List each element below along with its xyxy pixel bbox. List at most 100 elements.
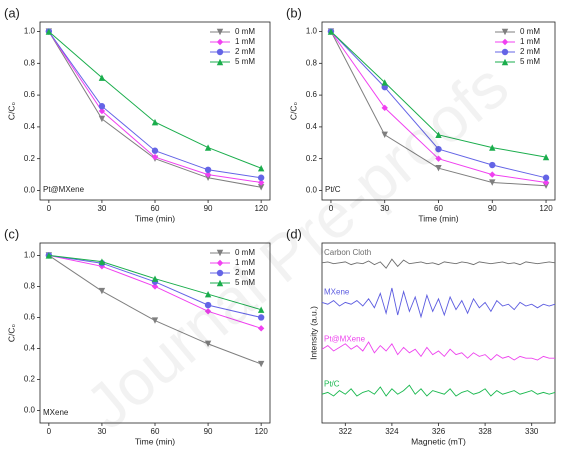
y-tick-label: 0.6	[306, 90, 318, 99]
x-axis-label: Time (min)	[135, 436, 175, 446]
marker	[98, 258, 106, 265]
x-tick-label: 30	[380, 204, 389, 213]
y-axis-label: Intensity (a.u.)	[308, 306, 318, 360]
legend-label: 2 mM	[235, 268, 255, 277]
x-axis-label: Time (min)	[135, 213, 175, 223]
legend-label: 1 mM	[235, 37, 255, 46]
legend-marker	[216, 249, 224, 257]
legend-marker	[216, 48, 224, 56]
x-tick-label: 322	[339, 427, 353, 436]
x-tick-label: 30	[97, 427, 106, 436]
legend-marker	[216, 38, 224, 46]
marker	[45, 252, 53, 259]
x-tick-label: 60	[151, 427, 160, 436]
legend-label: 5 mM	[235, 57, 255, 66]
marker	[204, 308, 212, 315]
marker	[45, 28, 53, 35]
y-tick-label: 0.2	[306, 154, 318, 163]
x-tick-label: 90	[204, 427, 213, 436]
marker	[542, 153, 550, 161]
legend-label: 0 mM	[520, 27, 540, 36]
y-tick-label: 0.6	[24, 90, 36, 99]
y-tick-label: 0.8	[24, 58, 36, 67]
x-tick-label: 60	[434, 204, 443, 213]
marker	[204, 291, 212, 298]
y-axis-label: C/C₀	[6, 101, 16, 120]
series-line	[321, 341, 555, 361]
annotation: MXene	[43, 408, 69, 417]
y-tick-label: 0.0	[24, 186, 36, 195]
marker	[151, 283, 159, 290]
marker	[381, 79, 388, 86]
legend-label: 0 mM	[235, 27, 255, 36]
marker	[381, 104, 388, 112]
legend-marker	[216, 28, 224, 36]
series-line	[48, 31, 262, 188]
marker	[435, 165, 442, 172]
y-tick-label: 0.4	[306, 122, 318, 131]
legend-label: 1 mM	[235, 258, 255, 267]
x-tick-label: 90	[488, 204, 497, 213]
series-line	[321, 384, 556, 397]
x-tick-label: 90	[204, 204, 213, 213]
marker	[489, 171, 496, 178]
y-tick-label: 1.0	[24, 251, 36, 260]
y-axis-label: C/C₀	[6, 323, 16, 342]
x-tick-label: 0	[329, 204, 334, 213]
annotation: Pt/C	[325, 185, 341, 194]
marker	[435, 155, 442, 162]
marker	[489, 144, 496, 151]
marker	[435, 131, 442, 139]
marker	[151, 118, 159, 126]
marker	[204, 171, 212, 178]
y-tick-label: 1.0	[24, 27, 36, 36]
x-axis-label: Time (min)	[418, 213, 458, 223]
series-label: MXene	[324, 288, 350, 297]
legend-marker	[501, 48, 509, 56]
series-label: Pt/C	[324, 379, 340, 388]
x-tick-label: 120	[254, 427, 268, 436]
panel-label: (c)	[4, 226, 19, 241]
marker	[151, 317, 159, 324]
panel-label: (a)	[4, 5, 20, 20]
marker	[435, 145, 442, 153]
legend-label: 5 mM	[235, 278, 255, 287]
legend-label: 2 mM	[520, 47, 540, 56]
legend-label: 5 mM	[520, 57, 540, 66]
series-line	[321, 258, 556, 269]
x-tick-label: 120	[254, 204, 268, 213]
marker	[327, 28, 335, 35]
marker	[204, 144, 212, 151]
legend-marker	[216, 58, 224, 66]
marker	[257, 325, 265, 332]
marker	[204, 301, 212, 309]
marker	[257, 314, 265, 321]
y-tick-label: 0.8	[24, 282, 36, 291]
marker	[257, 179, 265, 186]
legend-marker	[216, 279, 224, 287]
legend-label: 0 mM	[235, 248, 255, 257]
marker	[151, 153, 159, 161]
marker	[151, 147, 159, 154]
marker	[489, 179, 496, 186]
legend-marker	[216, 269, 224, 277]
panel-label: (d)	[286, 226, 302, 241]
x-tick-label: 326	[432, 427, 446, 436]
y-tick-label: 0.8	[306, 58, 318, 67]
x-tick-label: 330	[525, 427, 539, 436]
x-tick-label: 328	[478, 427, 492, 436]
marker	[151, 275, 159, 282]
marker	[257, 165, 265, 172]
marker	[257, 184, 265, 191]
marker	[542, 179, 550, 186]
y-tick-label: 0.6	[24, 313, 36, 322]
x-tick-label: 0	[47, 204, 52, 213]
y-tick-label: 0.0	[24, 406, 36, 415]
y-tick-label: 0.4	[24, 122, 36, 131]
series-label: Carbon Cloth	[324, 248, 371, 257]
marker	[204, 166, 212, 174]
x-tick-label: 324	[385, 427, 399, 436]
y-tick-label: 0.4	[24, 344, 36, 353]
marker	[489, 161, 496, 169]
